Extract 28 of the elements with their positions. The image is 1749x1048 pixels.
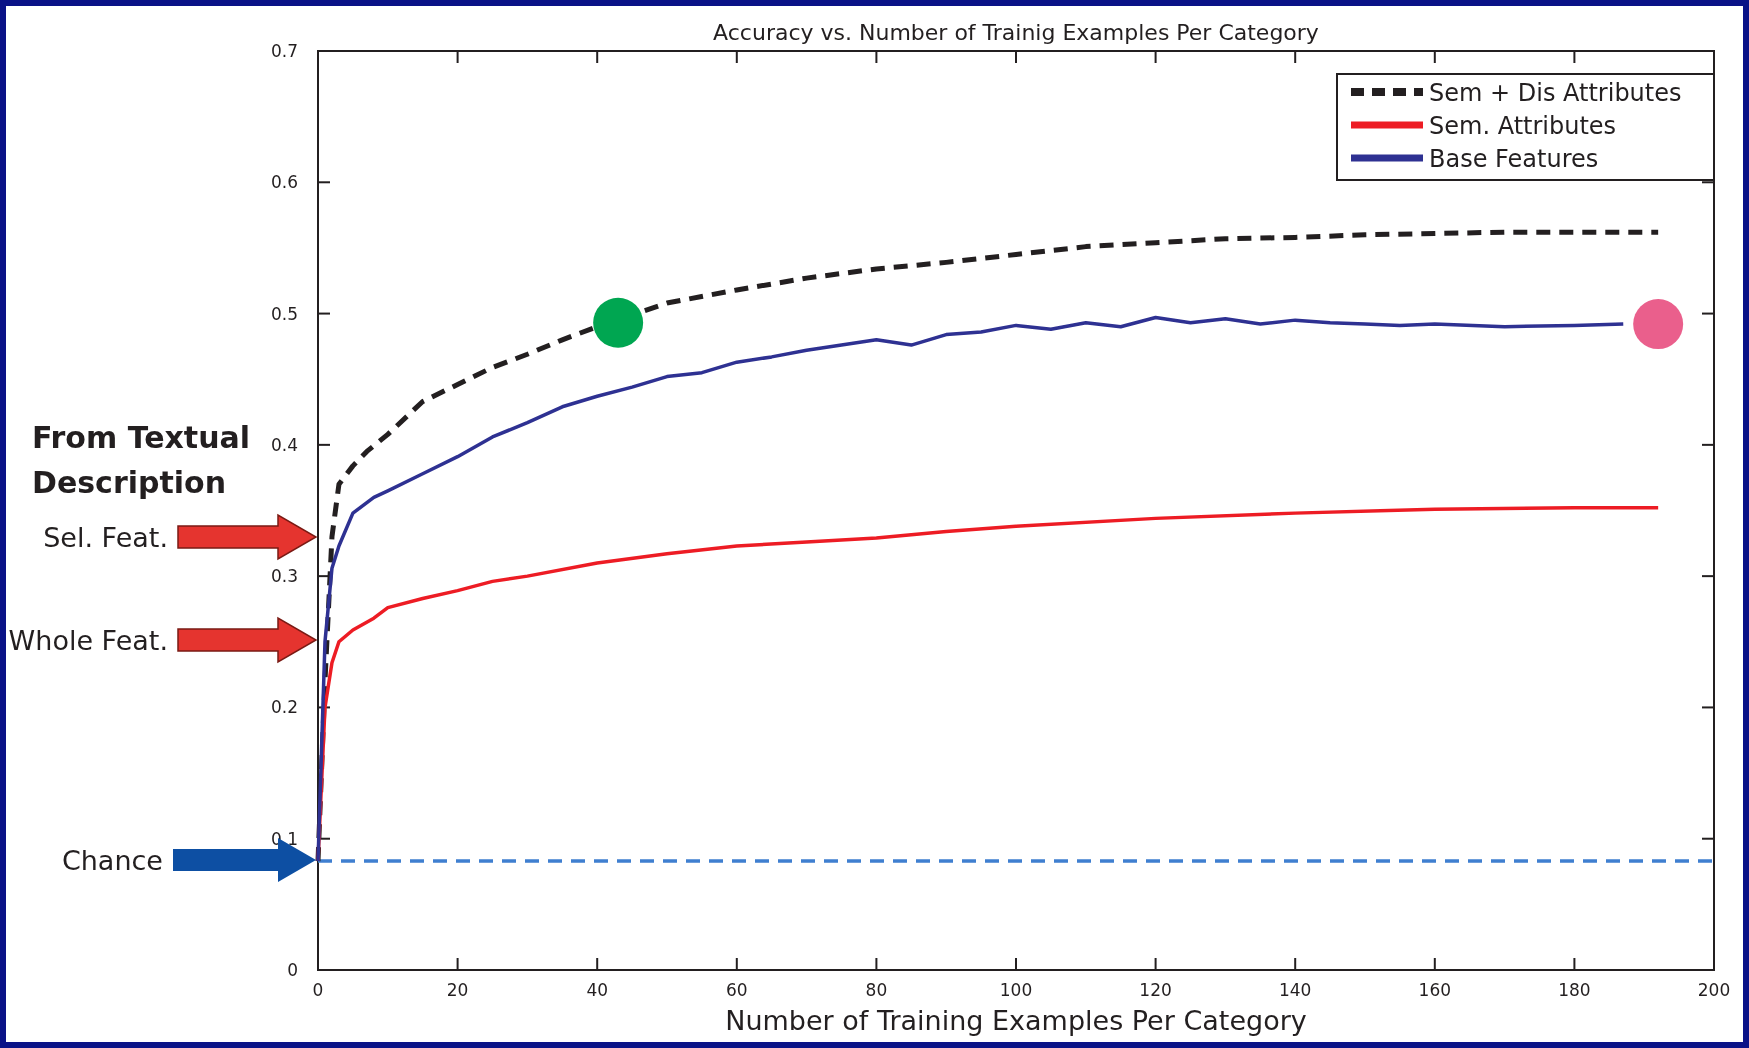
legend-label: Sem. Attributes [1429, 112, 1617, 140]
x-tick-label: 60 [725, 980, 748, 1000]
x-tick-label: 0 [312, 980, 324, 1000]
text: From Textual Description [32, 420, 251, 500]
x-tick-label: 180 [1558, 980, 1591, 1000]
y-tick-label: 0.6 [270, 172, 298, 193]
text: Chance [61, 845, 163, 876]
line-series [316, 315, 1626, 863]
y-tick-label: 0.2 [270, 697, 298, 718]
legend-label: Sem + Dis Attributes [1429, 79, 1682, 107]
x-tick-label: 80 [865, 980, 888, 1000]
chart-title: Accuracy vs. Number of Trainig Examples Per Category [713, 20, 1319, 45]
y-tick-label: 0.3 [270, 566, 298, 587]
y-tick-label: 0.7 [270, 41, 298, 61]
legend-label: Base Features [1429, 145, 1599, 173]
y-tick-label: 0.4 [270, 434, 298, 455]
text: Whole Feat. [8, 625, 168, 656]
x-tick-label: 20 [446, 980, 469, 1000]
x-tick-label: 120 [1139, 980, 1172, 1000]
x-tick-label: 40 [586, 980, 609, 1000]
y-tick-label: 0.5 [270, 303, 298, 324]
text: Sel. Feat. [43, 522, 168, 553]
x-tick-label: 200 [1697, 980, 1731, 1000]
x-tick-label: 100 [999, 980, 1033, 1000]
x-tick-label: 160 [1418, 980, 1452, 1000]
x-tick-label: 140 [1278, 980, 1312, 1000]
x-axis-title: Number of Training Examples Per Category [725, 1005, 1307, 1036]
y-tick-label: 0 [287, 960, 298, 980]
